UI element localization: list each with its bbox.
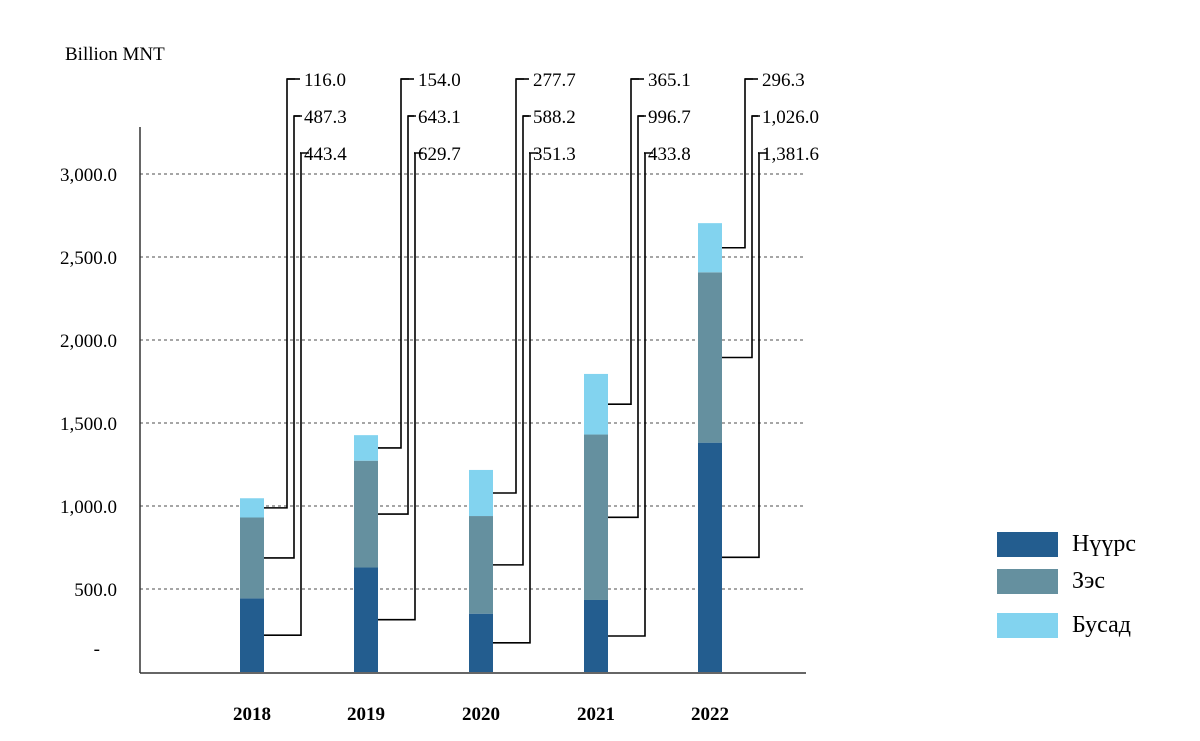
leader-line xyxy=(378,152,423,621)
data-label: 365.1 xyxy=(648,70,691,91)
bar-segment xyxy=(698,442,722,672)
y-tick-label: 3,000.0 xyxy=(60,165,117,186)
data-label: 116.0 xyxy=(304,70,346,91)
y-tick-label: 1,000.0 xyxy=(60,497,117,518)
bar-segment xyxy=(240,517,264,599)
x-tick-label: 2018 xyxy=(233,704,271,725)
x-tick-label: 2022 xyxy=(691,704,729,725)
data-label: 1,381.6 xyxy=(762,144,819,165)
bar-segment xyxy=(584,599,608,672)
bar-segment xyxy=(240,598,264,672)
legend-label: Зэс xyxy=(1072,568,1105,594)
y-tick-label: 2,000.0 xyxy=(60,331,117,352)
legend-swatch xyxy=(997,532,1058,557)
data-label: 296.3 xyxy=(762,70,805,91)
data-label: 351.3 xyxy=(533,144,576,165)
bar-segment xyxy=(584,373,608,435)
leader-line xyxy=(722,152,767,559)
bar-segment xyxy=(698,223,722,273)
bar-segment xyxy=(240,498,264,518)
data-label: 1,026.0 xyxy=(762,107,819,128)
bar-segment xyxy=(354,435,378,461)
leader-line xyxy=(608,78,639,406)
bar-segment xyxy=(354,567,378,672)
leader-line xyxy=(378,78,409,449)
y-tick-label: 2,500.0 xyxy=(60,248,117,269)
bar-segment xyxy=(469,613,493,672)
legend-label: Нүүрс xyxy=(1072,531,1136,557)
y-tick-label: 500.0 xyxy=(74,580,117,601)
y-tick-label: 1,500.0 xyxy=(60,414,117,435)
leader-line xyxy=(378,115,416,515)
leader-line xyxy=(608,115,646,519)
legend-swatch xyxy=(997,613,1058,638)
bar-segment xyxy=(354,460,378,568)
bar-segment xyxy=(469,469,493,517)
legend-item: Нүүрс xyxy=(997,531,1136,558)
leader-line xyxy=(493,78,524,494)
leader-line xyxy=(722,115,760,359)
y-axis-unit-label: Billion MNT xyxy=(65,44,165,65)
data-label: 433.8 xyxy=(648,144,691,165)
bar-segment xyxy=(469,516,493,614)
legend-label: Бусад xyxy=(1072,612,1131,638)
leader-line xyxy=(493,152,538,644)
x-tick-label: 2019 xyxy=(347,704,385,725)
leader-line xyxy=(264,78,295,509)
data-label: 443.4 xyxy=(304,144,347,165)
data-label: 277.7 xyxy=(533,70,576,91)
leader-line xyxy=(264,115,302,559)
leader-line xyxy=(264,152,309,636)
legend-swatch xyxy=(997,569,1058,594)
data-label: 996.7 xyxy=(648,107,691,128)
data-label: 154.0 xyxy=(418,70,461,91)
legend-item: Бусад xyxy=(997,612,1131,639)
data-label: 487.3 xyxy=(304,107,347,128)
y-tick-label: - xyxy=(94,639,100,660)
data-label: 629.7 xyxy=(418,144,461,165)
x-tick-label: 2021 xyxy=(577,704,615,725)
leader-line xyxy=(608,152,653,637)
x-tick-label: 2020 xyxy=(462,704,500,725)
bar-segment xyxy=(698,272,722,443)
data-label: 588.2 xyxy=(533,107,576,128)
bar-segment xyxy=(584,434,608,600)
data-label: 643.1 xyxy=(418,107,461,128)
leader-line xyxy=(722,78,753,249)
legend-item: Зэс xyxy=(997,568,1105,595)
